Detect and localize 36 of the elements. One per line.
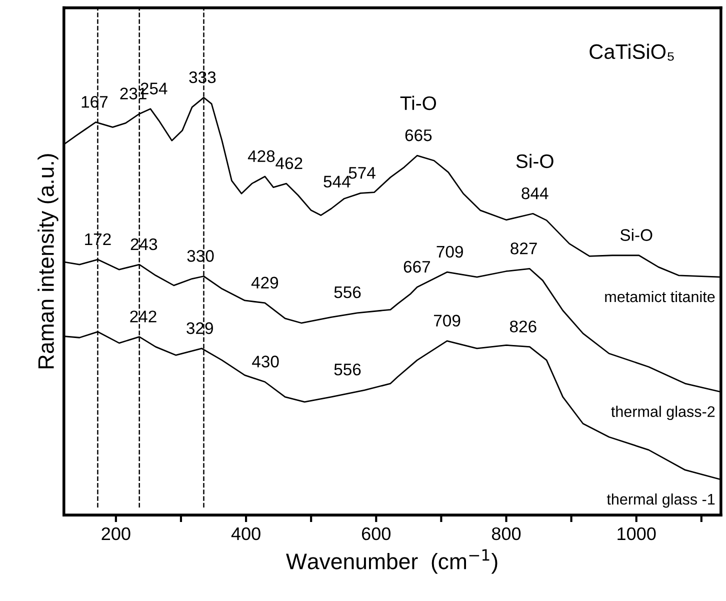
- annotation: 333: [189, 71, 216, 84]
- annotation: 428: [248, 150, 275, 162]
- x-tick-label: 800: [492, 527, 521, 540]
- annotation: 826: [510, 320, 536, 332]
- series-label: metamict titanite: [605, 290, 715, 302]
- series-label: thermal glass-2: [611, 406, 715, 420]
- y-axis-title: Raman intensity (a.u.): [38, 154, 58, 368]
- x-tick-label: 200: [102, 527, 130, 540]
- annotation: 556: [334, 286, 361, 298]
- series-label: thermal glass -1: [606, 493, 715, 508]
- x-tick-label: 600: [362, 527, 390, 540]
- annotation: 430: [252, 356, 279, 368]
- x-tick-label: 400: [231, 527, 260, 540]
- annotation: 429: [251, 276, 278, 289]
- annotation: 243: [130, 238, 158, 250]
- chart-title: CaTiSiO₅: [590, 44, 674, 61]
- annotation: 709: [436, 246, 463, 258]
- annotation: 844: [522, 187, 548, 200]
- annotation: 709: [434, 314, 460, 327]
- annotation: 665: [405, 129, 432, 142]
- annotation: 242: [130, 310, 156, 322]
- annotation: 556: [334, 364, 361, 376]
- annotation: 667: [404, 260, 430, 273]
- annotation: 167: [82, 96, 108, 108]
- annotation: Si-O: [516, 154, 554, 168]
- annotation: 172: [85, 233, 111, 245]
- annotation: 329: [186, 322, 213, 334]
- annotation: Ti-O: [400, 96, 436, 110]
- x-axis-title: Wavenumber (cm$^{−1}$): [286, 549, 498, 574]
- annotation: 544: [324, 176, 350, 188]
- annotation: 462: [276, 157, 302, 170]
- annotation: Si-O: [620, 228, 652, 241]
- annotation: 330: [187, 250, 214, 262]
- annotation: 827: [510, 242, 537, 254]
- x-tick-label: 1000: [618, 527, 656, 540]
- annotation: 574: [348, 167, 376, 179]
